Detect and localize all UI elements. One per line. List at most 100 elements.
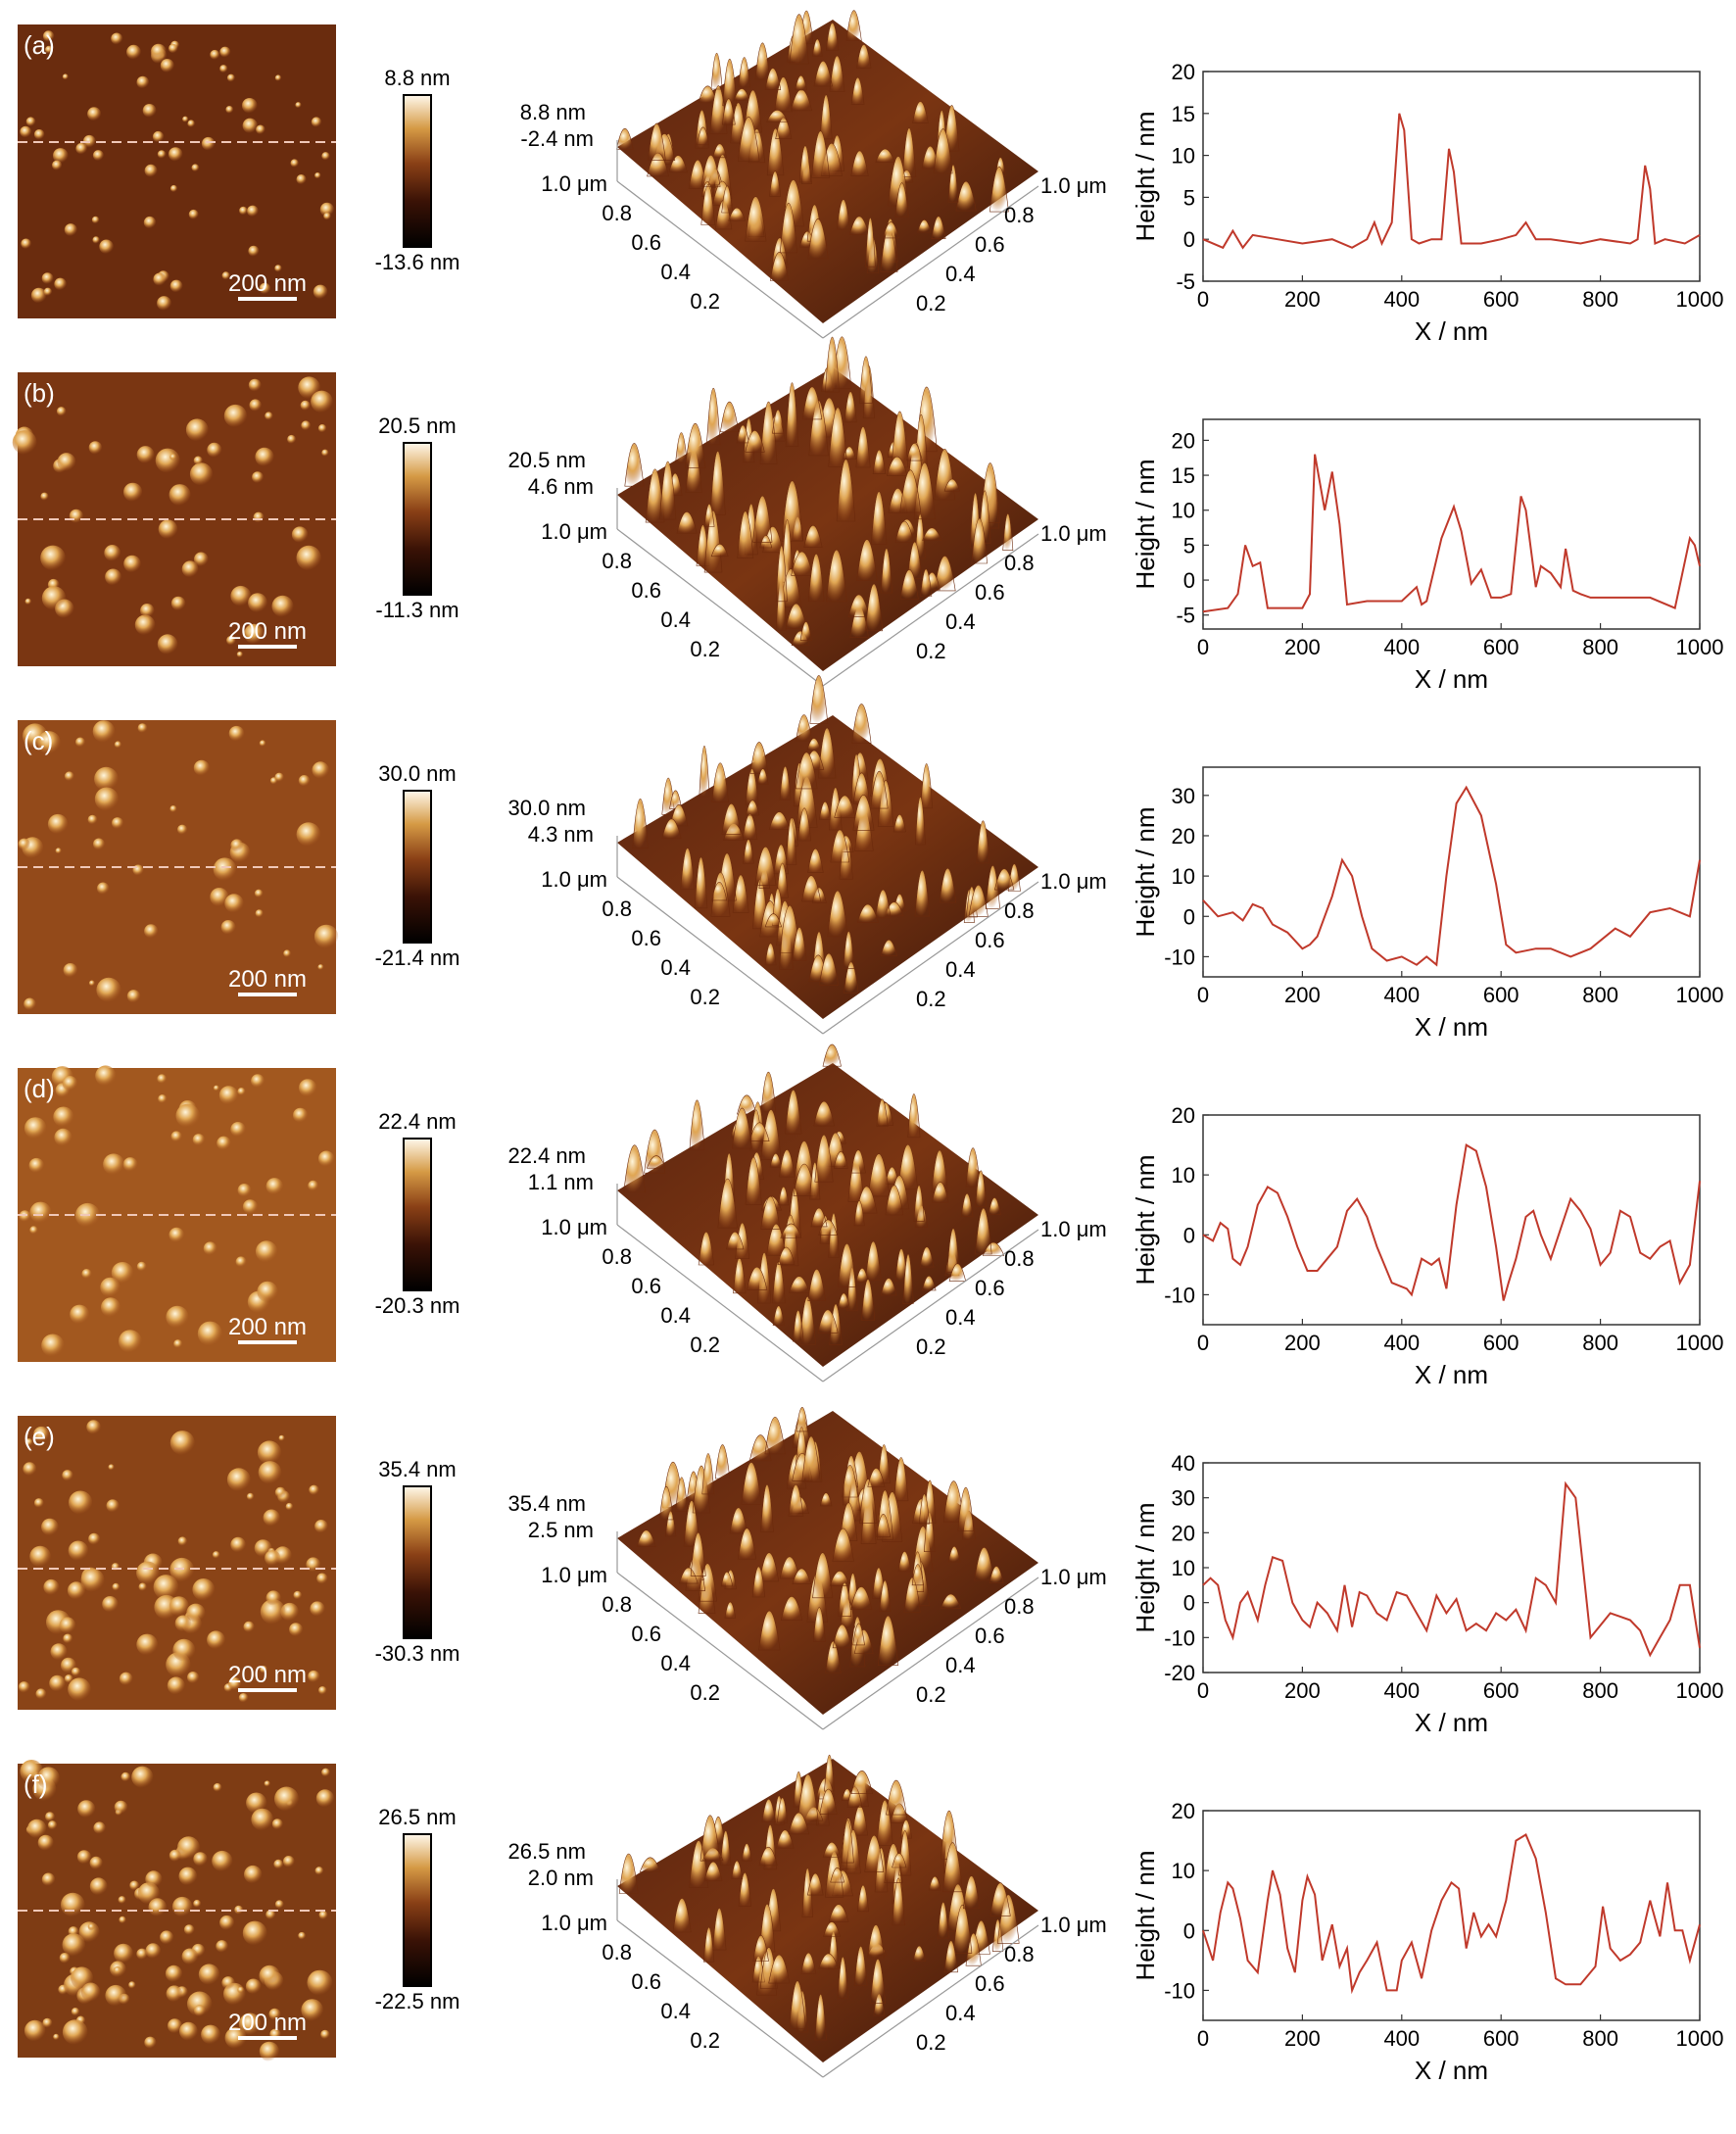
x-tick-label: 600 [1483,1678,1519,1703]
afm-particle [177,1836,200,1860]
surface-peak [697,126,709,146]
surface-peak [975,1170,988,1207]
surface-peak [778,1186,790,1206]
afm-particle [285,1502,294,1511]
surface-peak [907,542,923,579]
left-axis-tick: 0.6 [631,230,661,255]
afm-particle [314,1520,328,1533]
surface-peak [880,1278,897,1296]
afm-particle [137,723,148,733]
afm-particle [24,997,36,1011]
afm-particle [248,593,267,613]
surface-peak [989,1882,1011,1916]
y-tick-label: 20 [1172,1799,1195,1823]
afm-particle [213,857,237,881]
x-tick-label: 400 [1383,1678,1420,1703]
surface-peak [745,430,765,453]
afm-particle [118,1330,142,1353]
surface-peak [758,1846,778,1867]
afm-particle [246,1792,267,1814]
x-tick-label: 800 [1582,983,1618,1007]
surface-peak [675,432,688,463]
surface-peak [852,1623,865,1646]
surface-peak [759,401,778,464]
left-axis-tick: 0.6 [631,578,661,603]
afm-particle [47,1820,58,1830]
afm-particle [136,1633,159,1656]
afm-particle [293,1590,303,1600]
surface-peak [830,1867,844,1883]
x-tick-label: 600 [1483,2026,1519,2051]
afm-particle [248,245,260,257]
surface-peak [996,1894,1020,1944]
surface-peak [775,545,788,603]
colorbar: 8.8 nm -13.6 nm [375,66,460,274]
right-axis-tick: 0.8 [1004,551,1035,575]
afm-particle [18,838,30,850]
afm-particle [245,1978,262,1995]
surface-peak [813,61,833,87]
afm-particle [158,519,178,539]
afm-particle [88,980,95,987]
afm-particle [119,1916,126,1924]
right-axis-tick: 0.8 [1004,1246,1035,1271]
afm-particle [126,44,141,60]
x-tick-label: 0 [1197,983,1209,1007]
surface-peak [962,1875,981,1910]
afm-particle [138,1582,147,1591]
surface-peak [914,869,931,917]
afm-particle [295,102,302,109]
afm-particle [76,1850,92,1865]
afm-particle [201,136,216,151]
surface-peak [711,762,729,802]
x-tick-label: 200 [1284,287,1321,312]
surface-peak [859,356,873,404]
surface-peak [952,1904,973,1954]
left-axis-tick: 0.6 [631,1622,661,1646]
right-axis-tick: 1.0 μm [1040,1913,1107,1937]
surface-peak [832,1528,854,1562]
right-axis-tick: 1.0 μm [1040,1217,1107,1241]
surface-peak [825,337,840,393]
left-axis-tick: 0.8 [602,549,632,573]
scale-bar-label: 200 nm [228,966,307,993]
surface-peak [749,1122,770,1141]
plot-frame [1202,1462,1701,1673]
afm-particle [238,1693,249,1703]
afm-particle [274,265,282,272]
left-axis-tick: 0.4 [660,260,691,284]
colorbar-gradient [403,790,432,944]
afm-particle [311,117,322,127]
colorbar-gradient [403,1485,432,1639]
surface-peak [1002,513,1014,551]
y-tick-label: 30 [1172,1486,1195,1511]
colorbar: 35.4 nm -30.3 nm [375,1457,460,1666]
x-tick-label: 1000 [1676,2026,1724,2051]
right-axis-tick: 0.6 [975,232,1005,257]
surface-peak [692,1465,711,1514]
surface-peak [906,443,923,461]
afm-particle [33,1426,50,1443]
x-tick-label: 800 [1582,2026,1618,2051]
afm-particle [18,1681,30,1693]
surface-peak [809,675,829,724]
y-tick-label: 0 [1183,1591,1195,1616]
afm-particle [249,399,262,412]
right-axis [822,1924,1039,2078]
afm-particle [52,160,63,170]
afm-particle [194,2005,206,2016]
scale-bar-label: 200 nm [228,618,307,645]
afm-particle [145,1943,162,1959]
afm-particle [169,1596,189,1617]
afm-particle [144,924,159,939]
x-tick-label: 1000 [1676,1678,1724,1703]
afm-particle [181,1948,199,1965]
afm-image: (f) 200 nm [18,1760,336,2061]
afm-particle [129,1880,140,1891]
afm-particle [296,822,321,847]
y-tick-label: 20 [1172,60,1195,84]
